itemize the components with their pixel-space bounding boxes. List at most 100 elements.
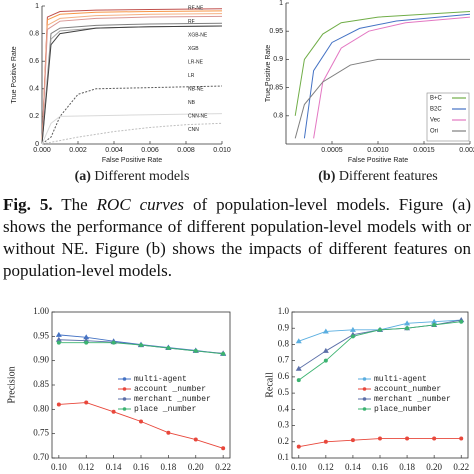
x-tick-label: 0.18 xyxy=(161,462,177,472)
chart: 0.000 0.002 0.004 0.006 0.008 0.010 0 0.2 0.4 0.6… xyxy=(11,3,231,184)
marker xyxy=(55,336,62,342)
y-tick-label: 0.2 xyxy=(29,113,39,120)
y-tick-label: 0.80 xyxy=(33,403,49,413)
x-tick-label: 0.12 xyxy=(318,462,334,472)
y-tick-label: 0.6 xyxy=(29,58,39,65)
legend-box xyxy=(426,92,470,142)
legend-label: LR-NE xyxy=(188,59,204,65)
marker xyxy=(111,409,116,414)
marker xyxy=(56,340,61,345)
legend-marker xyxy=(122,397,127,401)
marker xyxy=(459,436,464,441)
x-tick-label: 0.010 xyxy=(213,147,231,154)
marker xyxy=(349,326,356,332)
series-line xyxy=(294,10,471,116)
x-tick-label: 0.004 xyxy=(105,147,123,154)
x-tick-label: 0.0005 xyxy=(321,147,343,154)
y-tick-label: 1.0 xyxy=(278,306,290,316)
x-tick-label: 0.16 xyxy=(372,462,388,472)
y-tick-label: 0.4 xyxy=(29,86,39,93)
marker xyxy=(431,318,438,324)
marker xyxy=(166,346,171,351)
marker xyxy=(295,338,302,344)
x-tick-label: 0.12 xyxy=(78,462,94,472)
x-tick-label: 0.0010 xyxy=(367,147,389,154)
y-axis-label: Recall xyxy=(264,372,275,398)
y-tick-label: 0.7 xyxy=(278,355,290,365)
series-line xyxy=(41,85,223,145)
y-tick-label: 1.00 xyxy=(33,306,49,316)
marker xyxy=(111,340,116,345)
x-tick-label: 0.002 xyxy=(69,147,87,154)
legend-label: NB xyxy=(188,100,196,106)
y-tick-label: 0.95 xyxy=(269,28,283,35)
x-tick-label: 0.22 xyxy=(215,462,231,472)
series-line xyxy=(313,16,471,139)
x-tick-label: 0.008 xyxy=(177,147,195,154)
marker xyxy=(193,348,198,353)
y-tick-label: 0.1 xyxy=(278,452,289,462)
marker xyxy=(139,343,143,348)
caption-label: Fig. 5. xyxy=(3,195,53,214)
legend-label: merchant _number xyxy=(134,395,211,404)
y-tick-label: 0.8 xyxy=(273,113,283,120)
y-axis-label: True Positive Rate xyxy=(11,46,18,103)
marker xyxy=(296,444,301,449)
marker xyxy=(84,340,89,345)
y-tick-label: 0.5 xyxy=(278,387,290,397)
series-line xyxy=(303,13,471,139)
x-tick-label: 0.22 xyxy=(453,462,469,472)
legend-label: XGB xyxy=(188,46,199,52)
y-tick-label: 0.75 xyxy=(33,428,49,438)
y-tick-label: 0.85 xyxy=(269,84,283,91)
marker xyxy=(322,347,329,353)
marker xyxy=(323,358,328,363)
y-tick-label: 0.3 xyxy=(278,420,290,430)
series-line xyxy=(41,122,223,145)
y-axis-label: Precision xyxy=(6,366,17,403)
x-tick-label: 0.18 xyxy=(399,462,415,472)
y-tick-label: 0.85 xyxy=(33,379,49,389)
caption-text: Different models xyxy=(94,169,189,184)
x-tick-label: 0.20 xyxy=(426,462,442,472)
legend-marker xyxy=(362,387,367,391)
figure-caption: Fig. 5. The ROC curves of population-lev… xyxy=(3,194,471,282)
x-tick-label: 0.000 xyxy=(33,147,51,154)
legend-label: RF xyxy=(188,19,195,25)
legend-label: B+C xyxy=(430,96,443,102)
marker xyxy=(405,326,410,331)
y-tick-label: 0.9 xyxy=(273,56,283,63)
marker xyxy=(404,320,411,326)
legend-label: NB-NE xyxy=(188,86,204,92)
marker xyxy=(432,436,437,441)
legend-label: account_number xyxy=(374,385,441,394)
y-tick-label: 0 xyxy=(35,141,39,148)
marker xyxy=(296,378,301,383)
marker xyxy=(432,322,437,327)
y-tick-label: 0.70 xyxy=(33,452,49,462)
marker xyxy=(323,439,328,444)
legend-marker xyxy=(362,407,367,411)
marker xyxy=(221,351,226,356)
x-tick-label: 0.0015 xyxy=(413,147,435,154)
x-tick-label: 0.14 xyxy=(345,462,361,472)
legend-marker xyxy=(122,387,127,391)
y-tick-label: 0.90 xyxy=(33,355,49,365)
legend-label: B2C xyxy=(430,107,442,113)
y-tick-label: 0.9 xyxy=(278,322,290,332)
series-line xyxy=(294,58,470,139)
caption-text: The xyxy=(61,195,88,214)
marker xyxy=(405,436,410,441)
marker xyxy=(83,334,90,340)
marker xyxy=(459,319,464,324)
marker xyxy=(378,436,382,441)
x-axis-label: False Positive Rate xyxy=(348,157,408,164)
marker xyxy=(322,328,329,334)
caption-text: of population-level models. Figure (a) s… xyxy=(3,195,472,280)
legend-label: LR xyxy=(188,73,195,79)
marker xyxy=(139,419,143,424)
